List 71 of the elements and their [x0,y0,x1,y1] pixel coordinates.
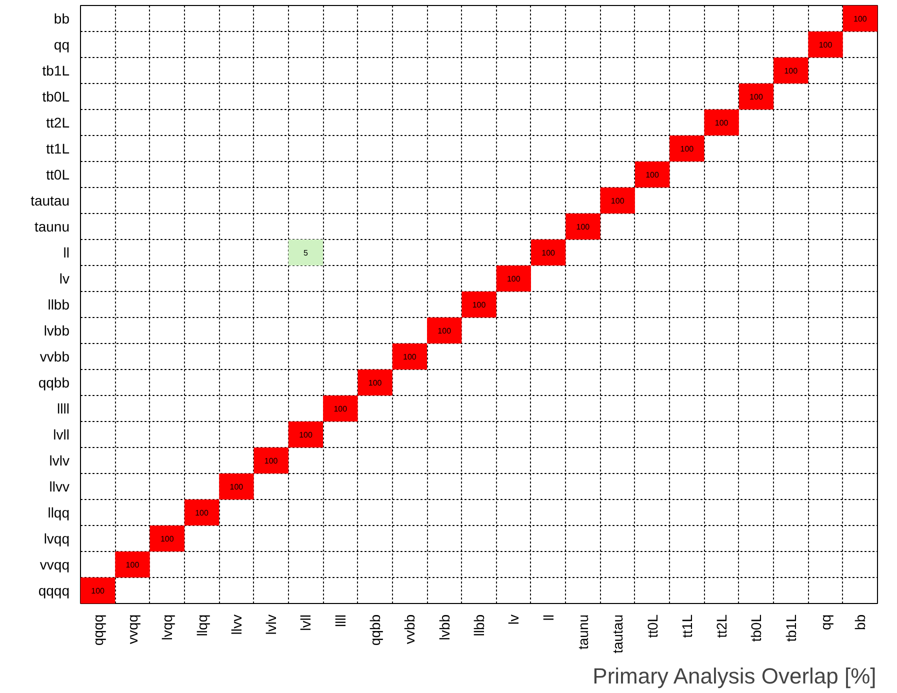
y-tick-label: lvqq [44,530,70,546]
data-label: 100 [680,144,694,154]
data-label: 100 [542,248,556,258]
x-tick-label: lv [506,614,522,625]
y-tick-label: tt0L [46,166,70,182]
data-label: 100 [91,586,106,596]
x-tick-label: vvbb [402,614,418,644]
y-tick-label: tb0L [42,88,70,104]
x-tick-label: tt0L [644,614,660,638]
data-label: 100 [195,508,210,518]
data-label: 100 [264,456,278,466]
data-label: 100 [472,300,486,310]
y-tick-label: tautau [30,192,70,208]
y-tick-label: lvll [53,426,70,442]
x-tick-label: tt1L [678,614,695,638]
x-tick-label: lvll [298,614,314,631]
y-tick-label: lvbb [44,322,70,338]
x-tick-label: taunu [574,614,591,650]
data-label: 100 [368,378,382,388]
data-label: 100 [854,14,868,24]
y-tick-label: llbb [48,296,70,312]
x-tick-label: lvqq [159,614,176,640]
data-label: 100 [818,40,833,50]
y-tick-label: qq [54,36,70,52]
y-tick-label: taunu [34,218,70,234]
y-tick-label: tt1L [46,140,70,156]
y-tick-label: vvqq [40,556,70,572]
y-tick-label: lvlv [49,452,70,468]
data-label: 100 [438,326,452,336]
x-tick-label: qq [818,614,834,630]
x-tick-label: ll [540,614,556,621]
x-tick-label: tautau [610,614,626,654]
data-label: 100 [126,560,140,570]
x-tick-label: llvv [228,614,244,635]
y-tick-label: llvv [49,478,70,494]
x-tick-label: lvbb [436,614,452,640]
x-tick-label: qqqq [90,614,106,646]
x-tick-label: tb0L [748,614,764,642]
data-label: 100 [646,170,660,180]
y-tick-label: lv [59,270,70,286]
data-label: 5 [304,248,309,258]
data-label: 100 [576,222,590,232]
y-tick-label: bb [54,10,70,26]
data-label: 100 [334,404,348,414]
x-axis-title: Primary Analysis Overlap [%] [592,664,876,688]
x-tick-label: qqbb [367,614,384,646]
y-tick-label: tt2L [46,114,70,130]
y-tick-label: qqbb [38,374,70,390]
data-label: 100 [784,66,798,76]
data-label: 100 [230,482,244,492]
y-tick-label: vvbb [40,348,70,364]
data-label: 100 [403,352,417,362]
x-tick-label: llll [332,614,348,627]
data-label: 100 [299,430,313,440]
y-tick-label: tb1L [42,62,70,78]
data-label: 100 [750,92,764,102]
data-label: 100 [506,274,521,284]
x-tick-label: tb1L [782,614,799,642]
y-tick-label: llqq [48,504,70,520]
x-tick-label: llbb [471,614,487,636]
data-label: 100 [160,534,174,544]
x-tick-label: tt2L [714,614,730,638]
y-tick-label: ll [63,244,70,260]
x-tick-label: llqq [194,614,210,636]
x-tick-label: bb [852,614,868,630]
x-tick-label: vvqq [124,614,140,644]
data-label: 100 [714,118,729,128]
x-tick-label: lvlv [263,614,280,635]
y-tick-label: llll [57,400,70,416]
y-tick-label: qqqq [38,582,70,598]
data-label: 100 [610,196,625,206]
